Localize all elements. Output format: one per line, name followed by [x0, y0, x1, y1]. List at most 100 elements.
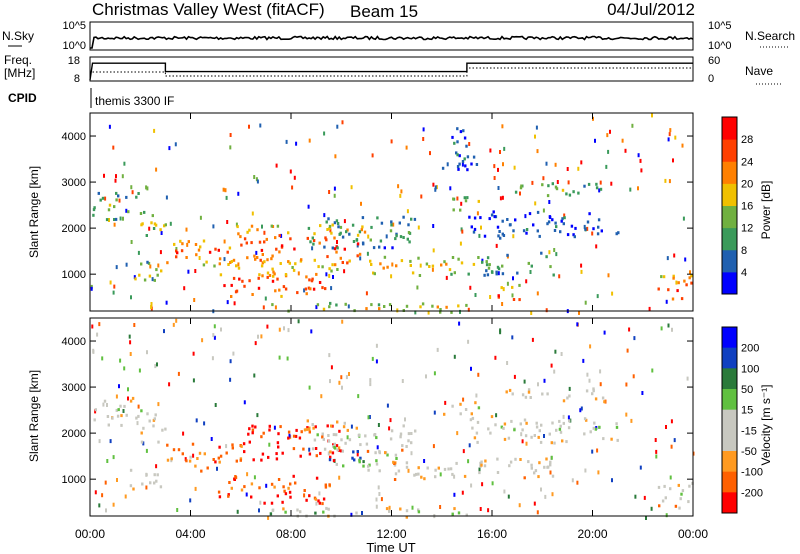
speckle-cell [651, 113, 653, 118]
y-tick-label: 2000 [62, 223, 86, 235]
range-cell [140, 431, 143, 435]
speckle-cell [106, 459, 109, 463]
speckle-cell [293, 175, 296, 180]
range-cell [450, 272, 453, 276]
range-cell [166, 443, 169, 447]
speckle-cell [308, 447, 311, 452]
range-cell [276, 494, 279, 498]
speckle-cell [175, 318, 178, 323]
speckle-cell [594, 138, 596, 143]
range-cell [456, 140, 459, 144]
speckle-cell [595, 244, 598, 249]
speckle-cell [273, 425, 276, 430]
y-tick-label: 3000 [62, 177, 86, 189]
speckle-cell [584, 300, 587, 305]
speckle-cell [192, 378, 195, 383]
range-cell [449, 467, 453, 471]
speckle-cell [640, 168, 643, 173]
speckle-cell [400, 189, 403, 194]
speckle-cell [198, 256, 201, 260]
range-cell [271, 279, 275, 283]
range-cell [537, 475, 540, 479]
speckle-cell [192, 453, 195, 458]
range-cell [445, 305, 448, 309]
speckle-cell [310, 329, 313, 334]
range-cell [335, 303, 338, 307]
range-cell [120, 414, 123, 418]
range-cell [519, 186, 523, 190]
speckle-cell [470, 483, 473, 488]
speckle-cell [259, 500, 262, 505]
range-cell [284, 510, 287, 514]
range-cell [115, 408, 118, 412]
speckle-cell [108, 124, 111, 129]
speckle-cell [226, 220, 229, 224]
range-cell [463, 196, 466, 200]
range-cell [275, 457, 279, 461]
range-cell [212, 458, 215, 461]
speckle-cell [542, 176, 545, 181]
range-cell [248, 427, 251, 431]
speckle-cell [159, 250, 162, 255]
speckle-cell [338, 475, 341, 480]
speckle-cell [589, 344, 592, 349]
range-cell [466, 196, 469, 200]
speckle-cell [356, 243, 359, 248]
range-cell [481, 260, 484, 264]
range-cell [476, 420, 480, 424]
range-cell [239, 235, 242, 239]
range-cell [322, 510, 325, 514]
speckle-cell [149, 264, 152, 269]
range-cell [456, 127, 459, 131]
range-cell [145, 234, 148, 237]
speckle-cell [280, 233, 283, 238]
range-cell [584, 227, 587, 231]
range-cell [572, 190, 575, 194]
speckle-cell [285, 139, 288, 144]
range-cell [344, 441, 347, 445]
range-cell [473, 227, 477, 231]
speckle-cell [479, 507, 482, 511]
speckle-cell [596, 294, 599, 299]
range-cell [362, 460, 365, 464]
range-cell [594, 427, 597, 431]
speckle-cell [631, 123, 634, 128]
range-cell [559, 230, 562, 234]
range-cell [227, 493, 230, 497]
speckle-cell [530, 311, 533, 315]
range-cell [274, 289, 277, 293]
range-cell [386, 453, 389, 457]
speckle-cell [478, 467, 481, 472]
speckle-cell [544, 494, 547, 499]
speckle-cell [328, 273, 331, 278]
range-cell [407, 223, 410, 227]
range-cell [262, 431, 265, 435]
speckle-cell [491, 481, 494, 486]
range-cell [530, 466, 533, 470]
range-cell [248, 228, 251, 232]
range-cell [512, 229, 515, 233]
speckle-cell [267, 515, 270, 520]
range-cell [135, 195, 138, 199]
range-cell [498, 230, 501, 233]
range-cell [185, 459, 188, 463]
speckle-cell [419, 263, 422, 268]
range-cell [388, 303, 392, 307]
speckle-cell [168, 146, 171, 151]
speckle-cell [432, 182, 435, 187]
speckle-cell [106, 403, 108, 407]
range-cell [411, 271, 415, 275]
speckle-cell [449, 186, 452, 191]
range-cell [336, 420, 339, 424]
range-cell [548, 432, 551, 436]
range-cell [586, 220, 590, 224]
speckle-cell [235, 222, 238, 227]
colorbar-tick-label: 100 [741, 363, 759, 375]
range-cell [295, 428, 298, 432]
range-cell [140, 409, 143, 413]
range-cell [217, 248, 220, 252]
speckle-cell [499, 330, 502, 335]
speckle-cell [665, 299, 668, 304]
range-cell [402, 236, 405, 239]
speckle-cell [253, 475, 256, 480]
